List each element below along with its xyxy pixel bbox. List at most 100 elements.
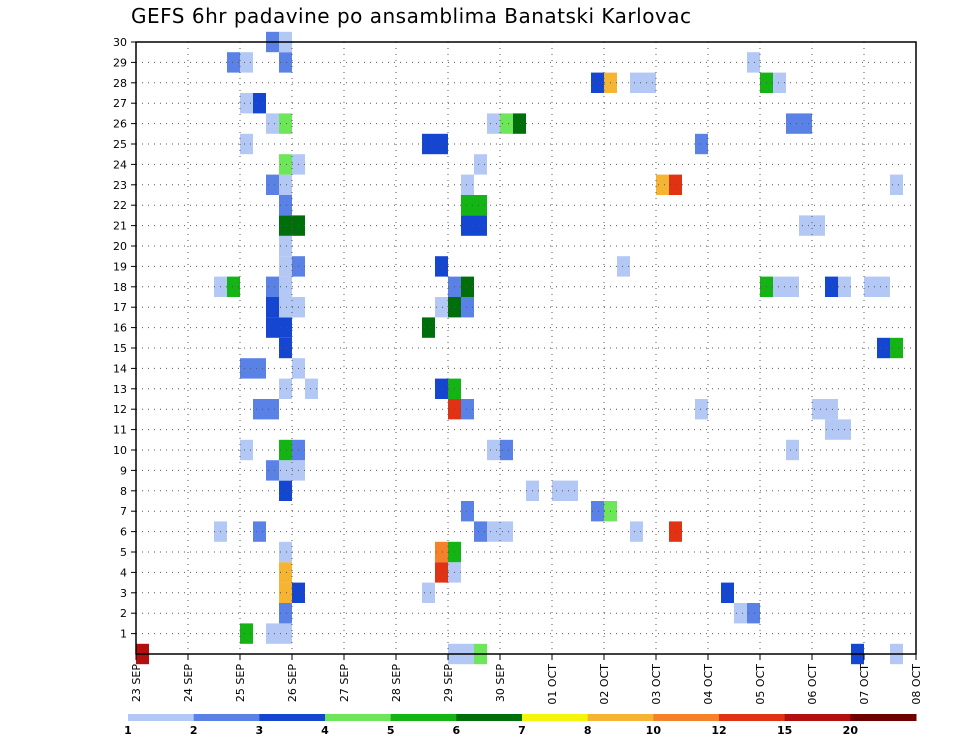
colorbar-swatch xyxy=(456,714,523,721)
precip-cell xyxy=(279,460,292,481)
precip-cell xyxy=(279,439,292,461)
precip-cell xyxy=(500,113,513,134)
precip-cell xyxy=(279,235,292,257)
precip-cell xyxy=(227,52,240,73)
colorbar-label: 7 xyxy=(518,724,526,737)
precip-cell xyxy=(799,215,812,236)
colorbar-label: 8 xyxy=(584,724,592,737)
colorbar-label: 2 xyxy=(190,724,198,737)
precip-cell xyxy=(786,113,799,134)
chart-title: GEFS 6hr padavine po ansamblima Banatski… xyxy=(131,4,692,28)
colorbar-legend: 1 2 3 4 5 6 7 8 10 12 15 20 xyxy=(124,714,917,737)
colorbar-swatch xyxy=(128,714,195,721)
precip-cell xyxy=(266,317,279,338)
precip-cell xyxy=(253,93,266,114)
precip-cell xyxy=(266,113,279,134)
x-tick-label: 08 OCT xyxy=(910,664,923,705)
x-tick-label: 29 SEP xyxy=(442,664,455,702)
precip-cell xyxy=(461,276,474,297)
precip-cell xyxy=(565,480,578,501)
precipitation-cells xyxy=(136,31,903,665)
colorbar-label: 10 xyxy=(646,724,662,737)
precip-cell xyxy=(279,174,292,195)
precip-cell xyxy=(825,419,838,440)
precip-cell xyxy=(630,72,643,93)
colorbar-swatch xyxy=(259,714,326,721)
colorbar-swatch xyxy=(587,714,654,721)
y-tick-label: 21 xyxy=(113,220,127,233)
precip-cell xyxy=(825,399,838,420)
y-tick-label: 6 xyxy=(120,526,127,539)
precip-cell xyxy=(617,256,630,277)
precip-cell xyxy=(422,133,435,155)
y-tick-label: 14 xyxy=(113,362,127,375)
x-tick-label: 04 OCT xyxy=(702,664,715,705)
precip-cell xyxy=(279,276,292,297)
precip-cell xyxy=(669,174,682,195)
x-tick-label: 01 OCT xyxy=(546,664,559,705)
precip-cell xyxy=(487,113,500,134)
precip-cell xyxy=(435,256,448,277)
precip-cell xyxy=(279,541,292,563)
precip-cell xyxy=(266,460,279,481)
precip-cell xyxy=(435,133,448,155)
precip-cell xyxy=(487,521,500,542)
colorbar-label: 4 xyxy=(321,724,329,737)
x-tick-label: 07 OCT xyxy=(858,664,871,705)
precip-cell xyxy=(305,378,318,399)
y-tick-label: 13 xyxy=(113,383,127,396)
precip-cell xyxy=(422,582,435,603)
x-tick-label: 02 OCT xyxy=(598,664,611,705)
precip-cell xyxy=(461,195,474,216)
y-tick-label: 5 xyxy=(120,546,127,559)
precip-cell xyxy=(773,72,786,93)
precip-cell xyxy=(266,276,279,297)
x-tick-label: 30 SEP xyxy=(494,664,507,702)
precip-cell xyxy=(474,154,487,175)
precip-cell xyxy=(786,439,799,461)
precip-cell xyxy=(877,337,890,359)
y-tick-label: 8 xyxy=(120,485,127,498)
precip-cell xyxy=(461,174,474,195)
precip-cell xyxy=(240,439,253,461)
colorbar-swatch xyxy=(325,714,392,721)
colorbar-swatch xyxy=(522,714,589,721)
precip-cell xyxy=(630,521,643,542)
precip-cell xyxy=(279,154,292,175)
colorbar-swatch xyxy=(784,714,851,721)
precip-cell xyxy=(279,337,292,359)
precip-cell xyxy=(461,297,474,318)
y-tick-label: 18 xyxy=(113,281,127,294)
colorbar-swatch xyxy=(390,714,457,721)
y-tick-label: 17 xyxy=(113,301,127,314)
precip-cell xyxy=(721,582,734,603)
precip-cell xyxy=(435,562,448,583)
y-tick-label: 23 xyxy=(113,179,127,192)
y-tick-label: 7 xyxy=(120,505,127,518)
precip-cell xyxy=(812,215,825,236)
precip-cell xyxy=(461,215,474,236)
precip-cell xyxy=(643,72,656,93)
precip-cell xyxy=(500,439,513,461)
precip-cell xyxy=(435,378,448,399)
precip-cell xyxy=(279,297,292,318)
colorbar-label: 1 xyxy=(124,724,132,737)
x-axis-ticks: 23 SEP 24 SEP 25 SEP 26 SEP 27 SEP 28 SEP 29 S… xyxy=(130,654,923,705)
precip-cell xyxy=(474,215,487,236)
x-tick-label: 05 OCT xyxy=(754,664,767,705)
precip-cell xyxy=(799,113,812,134)
y-tick-label: 11 xyxy=(113,424,127,437)
precip-cell xyxy=(825,276,838,297)
precip-cell xyxy=(422,317,435,338)
precip-cell xyxy=(656,174,669,195)
colorbar-swatch xyxy=(653,714,720,721)
y-axis-ticks: 1234567891011121314151617181920212223242… xyxy=(113,36,136,641)
precip-cell xyxy=(591,501,604,522)
precip-cell xyxy=(890,337,903,359)
y-tick-label: 22 xyxy=(113,199,127,212)
precip-cell xyxy=(591,72,604,93)
precip-cell xyxy=(773,276,786,297)
precip-cell xyxy=(279,215,292,236)
x-tick-label: 06 OCT xyxy=(806,664,819,705)
